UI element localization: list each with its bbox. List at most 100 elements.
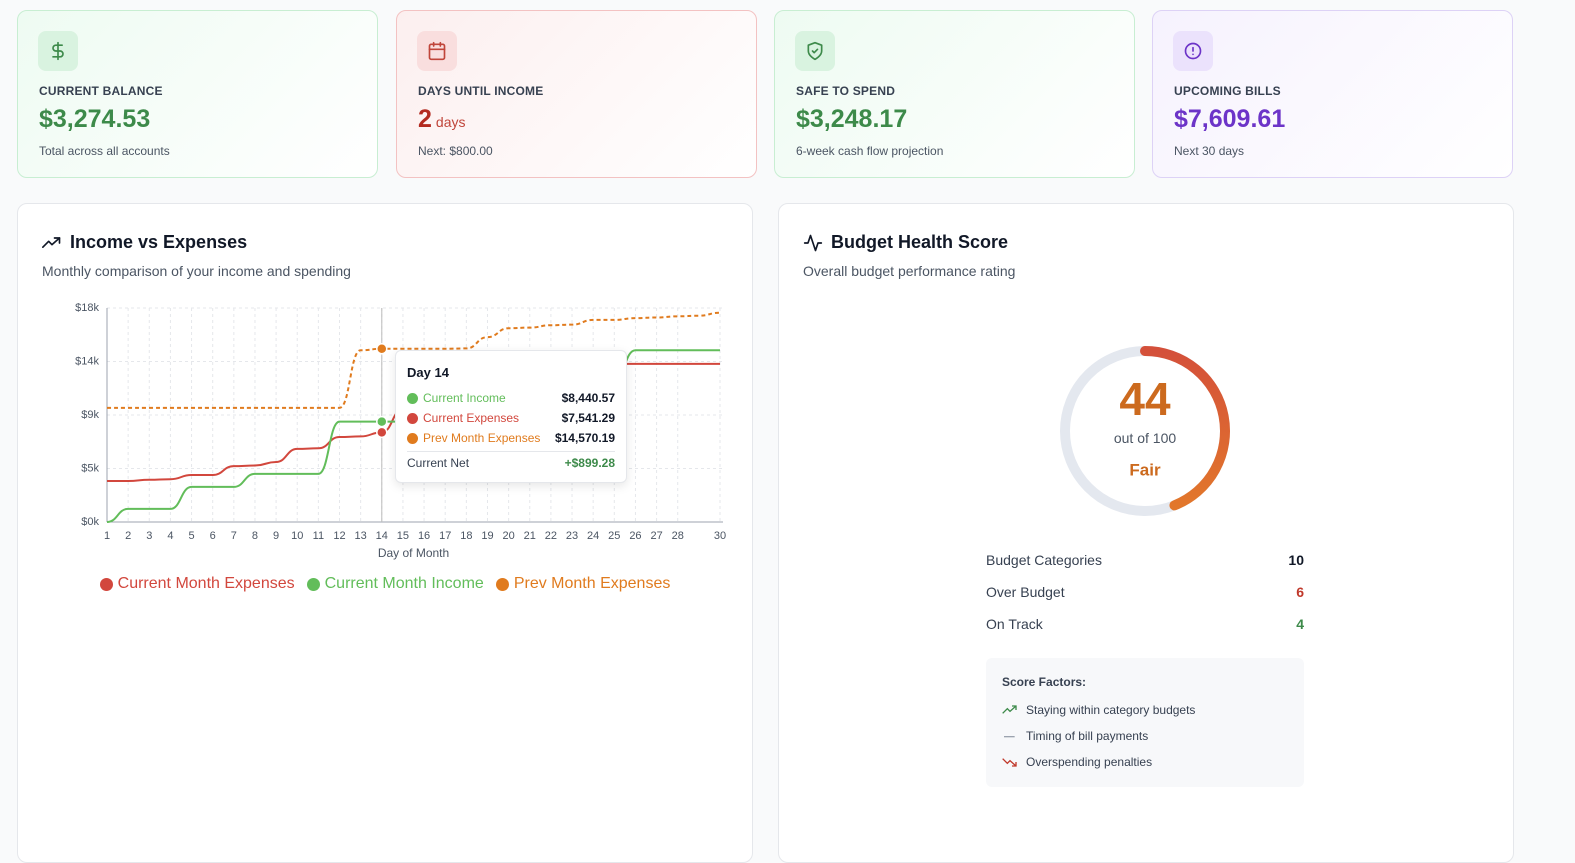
score-factors: Score Factors: Staying within category b… <box>986 658 1304 787</box>
divider <box>407 451 615 452</box>
x-tick-label: 4 <box>167 530 173 542</box>
factor-text: Overspending penalties <box>1026 755 1153 769</box>
icon <box>795 31 835 71</box>
tooltip-dot <box>407 432 418 444</box>
out-of: out of <box>1114 430 1149 446</box>
x-tick-label: 15 <box>397 530 409 542</box>
card-value: 2 days <box>418 105 465 134</box>
x-tick-label: 6 <box>210 530 216 542</box>
x-tick-label: 1 <box>104 530 110 542</box>
x-tick-label: 13 <box>355 530 367 542</box>
card-value: $3,248.17 <box>796 105 908 133</box>
gauge: 44 out of 100 Fair <box>1060 346 1230 516</box>
icon <box>1173 31 1213 71</box>
stat-card: UPCOMING BILLS $7,609.61 Next 30 days <box>1152 10 1513 178</box>
panel-title: Budget Health Score <box>831 232 1009 252</box>
legend-label: Prev Month Expenses <box>513 575 671 592</box>
x-tick-label: 5 <box>188 530 194 542</box>
stat-value: 10 <box>1288 552 1304 568</box>
score: 44 <box>1119 373 1171 425</box>
stat-card: SAFE TO SPEND $3,248.17 6-week cash flow… <box>774 10 1135 178</box>
card-note: Next: $800.00 <box>418 144 493 158</box>
legend-item: Current Month Expenses <box>99 575 295 593</box>
panel-title: Income vs Expenses <box>70 232 248 252</box>
stat-label: Budget Categories <box>986 552 1102 568</box>
factor: Timing of bill payments <box>1002 729 1148 743</box>
max: 100 <box>1153 430 1177 446</box>
tooltip-dot <box>407 412 418 424</box>
stat-row: Budget Categories 10 <box>986 552 1304 568</box>
factor: Staying within category budgets <box>1002 703 1195 717</box>
x-tick-label: 28 <box>672 530 684 542</box>
card-note: Next 30 days <box>1174 144 1245 158</box>
stat-label: Over Budget <box>986 584 1065 600</box>
x-tick-label: 12 <box>333 530 345 542</box>
score-max: out of 100 <box>1114 430 1176 446</box>
x-tick-label: 2 <box>125 530 131 542</box>
tooltip-row: Prev Month Expenses $14,570.19 <box>407 430 615 446</box>
hover-dot <box>376 343 388 355</box>
stat-card: DAYS UNTIL INCOME 2 days Next: $800.00 <box>396 10 757 178</box>
panel-subtitle: Overall budget performance rating <box>803 263 1016 279</box>
x-tick-label: 24 <box>587 530 599 542</box>
x-tick-label: 11 <box>313 530 324 542</box>
stat-label: On Track <box>986 616 1043 632</box>
x-tick-label: 22 <box>545 530 557 542</box>
card-label: DAYS UNTIL INCOME <box>418 84 544 98</box>
legend-item: Prev Month Expenses <box>495 575 671 593</box>
card-label: SAFE TO SPEND <box>796 84 896 98</box>
tooltip-name: Current Expenses <box>423 411 520 425</box>
stat-value: 4 <box>1296 616 1304 632</box>
gauge-arc <box>1140 346 1230 511</box>
card-unit: days <box>435 114 466 130</box>
x-axis-label: Day of Month <box>378 546 449 560</box>
stat-card: CURRENT BALANCE $3,274.53 Total across a… <box>17 10 378 178</box>
x-tick-label: 30 <box>714 530 726 542</box>
panel-subtitle: Monthly comparison of your income and sp… <box>42 263 351 279</box>
x-tick-label: 14 <box>376 530 388 542</box>
tooltip-name: Prev Month Expenses <box>423 431 541 445</box>
y-tick-label: $18k <box>75 302 99 314</box>
card-value-number: 2 <box>418 105 432 133</box>
legend: Current Month Expenses Current Month Inco… <box>17 575 753 593</box>
legend-dot <box>495 577 509 591</box>
card-note: 6-week cash flow projection <box>796 144 944 158</box>
tooltip-row: Current Expenses $7,541.29 <box>407 410 615 426</box>
pulse-icon <box>803 234 823 252</box>
card-label: CURRENT BALANCE <box>39 84 163 98</box>
factor: Overspending penalties <box>1002 755 1152 769</box>
card-value: $3,274.53 <box>39 105 151 133</box>
tooltip-name: Current Income <box>423 391 506 405</box>
y-tick-label: $0k <box>81 516 99 528</box>
stat-value: 6 <box>1296 584 1304 600</box>
tooltip-value: $7,541.29 <box>561 411 615 425</box>
x-tick-label: 20 <box>502 530 514 542</box>
legend-label: Current Month Income <box>324 575 484 592</box>
stat-row: Over Budget 6 <box>986 584 1304 600</box>
x-tick-label: 9 <box>273 530 279 542</box>
x-tick-label: 3 <box>146 530 152 542</box>
tooltip-row: Current Income $8,440.57 <box>407 390 615 406</box>
tooltip-dot <box>407 392 418 404</box>
trend-icon <box>42 237 61 249</box>
x-tick-label: 19 <box>481 530 493 542</box>
factors-title: Score Factors: <box>1002 675 1087 689</box>
tooltip: Day 14 Current Net +$899.28 Current Incom… <box>395 350 627 483</box>
x-tick-label: 8 <box>252 530 258 542</box>
legend-dot <box>99 577 113 591</box>
hover-dot <box>376 426 388 439</box>
x-tick-label: 10 <box>291 530 303 542</box>
x-tick-label: 7 <box>231 530 237 542</box>
x-tick-label: 21 <box>524 530 536 542</box>
tooltip-title: Day 14 <box>407 365 449 380</box>
x-tick-label: 17 <box>439 530 451 542</box>
tooltip-net-value: +$899.28 <box>564 456 615 470</box>
x-tick-label: 25 <box>608 530 620 542</box>
factor-text: Staying within category budgets <box>1026 703 1196 717</box>
card-label: UPCOMING BILLS <box>1174 84 1281 98</box>
icon <box>38 31 78 71</box>
legend-label: Current Month Expenses <box>117 575 295 592</box>
tooltip-net-label: Current Net <box>407 456 470 470</box>
x-tick-label: 16 <box>418 530 430 542</box>
